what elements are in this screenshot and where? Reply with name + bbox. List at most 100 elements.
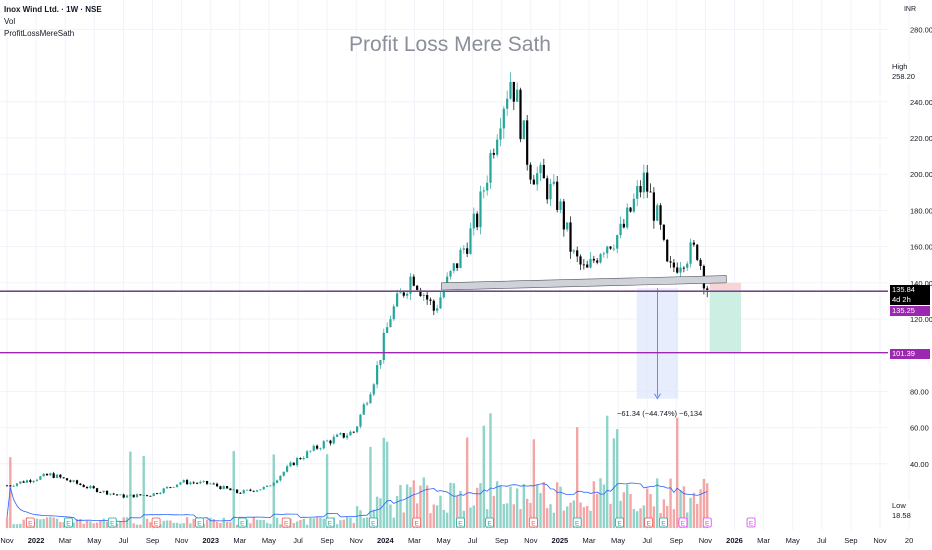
- candle-body: [99, 492, 102, 493]
- volume-bar: [55, 518, 59, 528]
- candle-body: [135, 494, 139, 498]
- volume-bar: [525, 498, 529, 528]
- volume-bar: [35, 518, 39, 528]
- symbol-title[interactable]: Inox Wind Ltd. · 1W · NSE: [4, 5, 102, 14]
- candle-body: [672, 262, 675, 268]
- candle-body: [182, 480, 185, 483]
- candle-body: [372, 384, 375, 395]
- candle-body: [109, 493, 112, 495]
- volume-bar: [689, 497, 692, 528]
- x-tick-label: Jul: [293, 536, 303, 545]
- candle-body: [249, 489, 252, 491]
- candle-body: [49, 473, 52, 476]
- volume-bar: [99, 520, 102, 528]
- high-tag: High 258.20: [890, 62, 930, 82]
- earnings-marker-label: E: [284, 521, 289, 528]
- volume-bar: [449, 482, 452, 528]
- candle-body: [562, 201, 565, 230]
- x-tick-label: Nov: [350, 536, 364, 545]
- x-tick-label: 2026: [726, 536, 743, 545]
- volume-bar: [369, 446, 372, 528]
- candle-body: [279, 475, 282, 481]
- volume-bar: [365, 517, 369, 528]
- volume-bar: [249, 523, 252, 528]
- indicator-label[interactable]: ProfitLossMereSath: [4, 29, 75, 38]
- volume-bar: [355, 506, 359, 528]
- candle-body: [402, 292, 405, 296]
- candle-body: [349, 431, 352, 436]
- volume-bar: [572, 500, 576, 528]
- volume-bar: [139, 524, 142, 528]
- volume-bar: [192, 519, 195, 528]
- candle-body: [289, 462, 292, 467]
- volume-bar: [392, 517, 395, 528]
- candle-body: [649, 191, 652, 193]
- candle-body: [476, 213, 479, 228]
- earnings-marker: [237, 517, 247, 528]
- x-tick-label: Mar: [233, 536, 246, 545]
- earnings-marker-label: E: [458, 521, 463, 528]
- x-tick-label: Nov: [175, 536, 189, 545]
- volume-bar: [565, 506, 569, 528]
- candle-body: [506, 98, 509, 109]
- y-tick-label: 220.00: [910, 134, 932, 143]
- candle-body: [299, 458, 302, 460]
- volume-bar: [79, 518, 82, 528]
- volume-bar: [215, 522, 219, 528]
- candle-body: [265, 485, 269, 487]
- candle-body: [346, 435, 349, 438]
- candle-body: [55, 474, 59, 478]
- earnings-marker: [678, 517, 688, 528]
- candle-body: [185, 480, 189, 485]
- candle-body: [152, 493, 155, 497]
- candle-body: [526, 120, 529, 165]
- candle-body: [489, 153, 492, 183]
- volume-bar: [399, 485, 402, 528]
- candle-body: [602, 253, 605, 255]
- candle-body: [316, 445, 319, 449]
- candle-body: [632, 198, 635, 212]
- candle-body: [679, 267, 682, 273]
- volume-label[interactable]: Vol: [4, 17, 16, 26]
- volume-bar: [125, 517, 129, 528]
- candle-body: [629, 207, 632, 212]
- volume-bar: [412, 480, 416, 528]
- volume-bar: [352, 523, 355, 528]
- candle-body: [229, 488, 232, 491]
- volume-bar: [335, 524, 339, 528]
- candle-body: [362, 404, 365, 415]
- candle-body: [125, 495, 129, 498]
- volume-bar: [119, 521, 122, 528]
- volume-bar: [229, 522, 232, 528]
- candle-body: [419, 289, 422, 297]
- volume-bar: [582, 507, 586, 528]
- high-tag-label: High: [892, 62, 908, 71]
- volume-bar: [592, 481, 596, 528]
- volume-bar: [452, 483, 456, 528]
- candle-body: [329, 440, 332, 444]
- candle-body: [302, 457, 305, 460]
- candle-body: [79, 483, 82, 485]
- volume-bar: [339, 520, 342, 528]
- earnings-marker-label: E: [617, 521, 622, 528]
- volume-bar: [325, 454, 329, 528]
- volume-bar: [279, 524, 282, 528]
- volume-bar: [115, 523, 119, 528]
- volume-bar: [522, 484, 526, 528]
- volume-bar: [89, 521, 92, 528]
- volume-bar: [385, 441, 389, 528]
- candle-body: [552, 181, 555, 184]
- y-tick-label: 180.00: [910, 206, 932, 215]
- volume-bar: [5, 517, 9, 528]
- volume-bar: [432, 504, 436, 528]
- volume-bar: [595, 493, 599, 528]
- candle-body: [129, 494, 132, 496]
- candle-body: [69, 480, 72, 482]
- y-tick-label: 240.00: [910, 98, 932, 107]
- volume-bar: [455, 495, 459, 528]
- candle-body: [389, 319, 392, 328]
- x-tick-label: May: [611, 536, 625, 545]
- earnings-marker: [702, 517, 712, 528]
- volume-bar: [589, 510, 592, 528]
